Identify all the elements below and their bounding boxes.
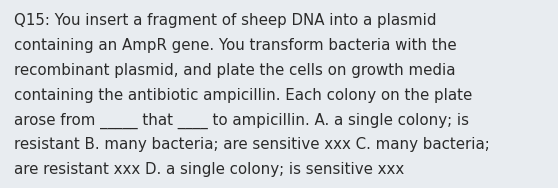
Text: containing the antibiotic ampicillin. Each colony on the plate: containing the antibiotic ampicillin. Ea… — [14, 88, 472, 103]
Text: recombinant plasmid, and plate the cells on growth media: recombinant plasmid, and plate the cells… — [14, 63, 455, 78]
Text: arose from _____ that ____ to ampicillin. A. a single colony; is: arose from _____ that ____ to ampicillin… — [14, 112, 469, 129]
Text: resistant B. many bacteria; are sensitive xxx C. many bacteria;: resistant B. many bacteria; are sensitiv… — [14, 137, 490, 152]
Text: Q15: You insert a fragment of sheep DNA into a plasmid: Q15: You insert a fragment of sheep DNA … — [14, 13, 436, 28]
Text: containing an AmpR gene. You transform bacteria with the: containing an AmpR gene. You transform b… — [14, 38, 456, 53]
Text: are resistant xxx D. a single colony; is sensitive xxx: are resistant xxx D. a single colony; is… — [14, 162, 404, 177]
